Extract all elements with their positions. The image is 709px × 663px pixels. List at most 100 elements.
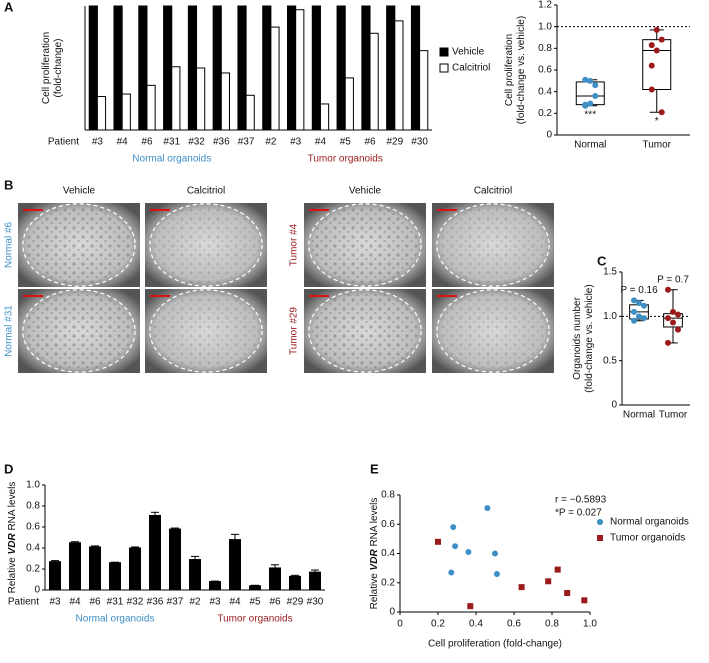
panel-letter: C (597, 253, 607, 268)
x-tick-label: #32 (188, 137, 205, 148)
y-tick-label: 0.5 (603, 355, 617, 366)
y-axis-label-line: (fold-change vs. vehicle) (516, 16, 527, 124)
bar (295, 9, 305, 131)
legend-label: Normal organoids (610, 517, 689, 528)
point (648, 42, 655, 49)
row-label: Tumor #29 (289, 307, 300, 355)
y-axis-label-part: Relative (7, 554, 18, 593)
annotation: P = 0.16 (620, 285, 658, 296)
row-label: Tumor #4 (289, 223, 300, 266)
x-tick-label: #30 (307, 597, 324, 608)
y-axis-label: Cell proliferation(fold-change vs. vehic… (504, 16, 527, 124)
column-title: Calcitriol (187, 186, 225, 197)
well-outline (308, 289, 422, 373)
point (675, 311, 681, 318)
well-outline (149, 203, 263, 287)
bar (187, 5, 198, 131)
point (658, 36, 665, 43)
point (493, 570, 500, 577)
y-tick-label: 0 (546, 130, 552, 141)
x-tick-label: #4 (315, 137, 327, 148)
bar (410, 5, 421, 131)
panel-letter: A (4, 0, 14, 14)
y-tick-label: 0.6 (381, 519, 395, 530)
x-tick-label: #5 (249, 597, 261, 608)
x-tick-label: #6 (364, 137, 376, 148)
point (592, 82, 599, 89)
y-axis-label-part: VDR (369, 549, 380, 571)
well-outline (22, 289, 136, 373)
y-axis-label-part: RNA levels (369, 498, 380, 550)
y-tick-label: 1.5 (603, 267, 617, 278)
legend-marker (597, 519, 603, 525)
legend-swatch (439, 47, 449, 57)
x-tick-label: #29 (386, 137, 403, 148)
x-tick-label: #3 (290, 137, 302, 148)
x-axis-label: Patient (48, 137, 79, 148)
point (658, 109, 665, 116)
x-tick-label: #2 (265, 137, 277, 148)
x-tick-label: 0 (397, 619, 403, 630)
bar (69, 542, 81, 591)
point (465, 549, 472, 556)
point (665, 339, 671, 346)
x-tick-label: #36 (213, 137, 230, 148)
y-axis-label: Organoids number(fold-change vs. vehicle… (572, 284, 595, 392)
point (636, 300, 642, 307)
photo-texture (439, 205, 547, 285)
row-label: Normal #31 (4, 305, 15, 357)
bar (212, 5, 222, 131)
annotation: P = 0.7 (657, 274, 689, 285)
bar (311, 5, 321, 131)
bar (121, 93, 131, 131)
annotation: * (655, 116, 659, 127)
well-outline (149, 289, 263, 373)
point (665, 315, 671, 322)
x-tick-label: #31 (163, 137, 180, 148)
y-axis-label: Cell proliferation(fold-change) (41, 32, 64, 104)
bar (209, 581, 221, 591)
x-tick-label: #6 (89, 597, 101, 608)
point (675, 326, 681, 333)
legend-label: Vehicle (452, 47, 485, 58)
well-outline (436, 203, 550, 287)
group-label: Normal organoids (76, 614, 155, 625)
y-tick-label: 0.6 (538, 65, 552, 76)
bar (149, 514, 161, 591)
x-tick-label: #5 (340, 137, 352, 148)
bar (163, 5, 173, 131)
well-outline (436, 289, 550, 373)
bar (245, 94, 255, 131)
point (653, 26, 660, 33)
y-axis-label-part: VDR (7, 533, 18, 555)
legend-label: Calcitriol (452, 63, 490, 74)
y-tick-label: 0 (389, 607, 395, 618)
y-tick-label: 0.8 (26, 501, 40, 512)
x-tick-label: #36 (147, 597, 164, 608)
y-axis-label-line: Organoids number (572, 296, 583, 379)
bar (319, 103, 330, 131)
group-label: Tumor organoids (308, 154, 383, 165)
bar (88, 5, 98, 131)
bar (113, 5, 123, 131)
bar (196, 67, 206, 131)
y-axis-label: Relative VDR RNA levels (7, 482, 18, 594)
y-tick-label: 0.8 (381, 490, 395, 501)
x-tick-label: #31 (107, 597, 124, 608)
x-tick-label: #3 (49, 597, 61, 608)
x-tick-label: #6 (141, 137, 153, 148)
bar (189, 559, 201, 591)
point (641, 315, 647, 322)
y-tick-label: 0.4 (538, 86, 552, 97)
annotation: *P = 0.027 (555, 508, 602, 519)
y-axis-label: Relative VDR RNA levels (369, 498, 380, 610)
x-tick-label: #3 (92, 137, 104, 148)
point (592, 93, 599, 99)
y-tick-label: 0.2 (26, 564, 40, 575)
bar (171, 66, 181, 131)
bar (220, 72, 231, 131)
point (582, 76, 589, 83)
x-tick-label: 0.2 (431, 619, 445, 630)
x-tick-label: #30 (411, 137, 428, 148)
